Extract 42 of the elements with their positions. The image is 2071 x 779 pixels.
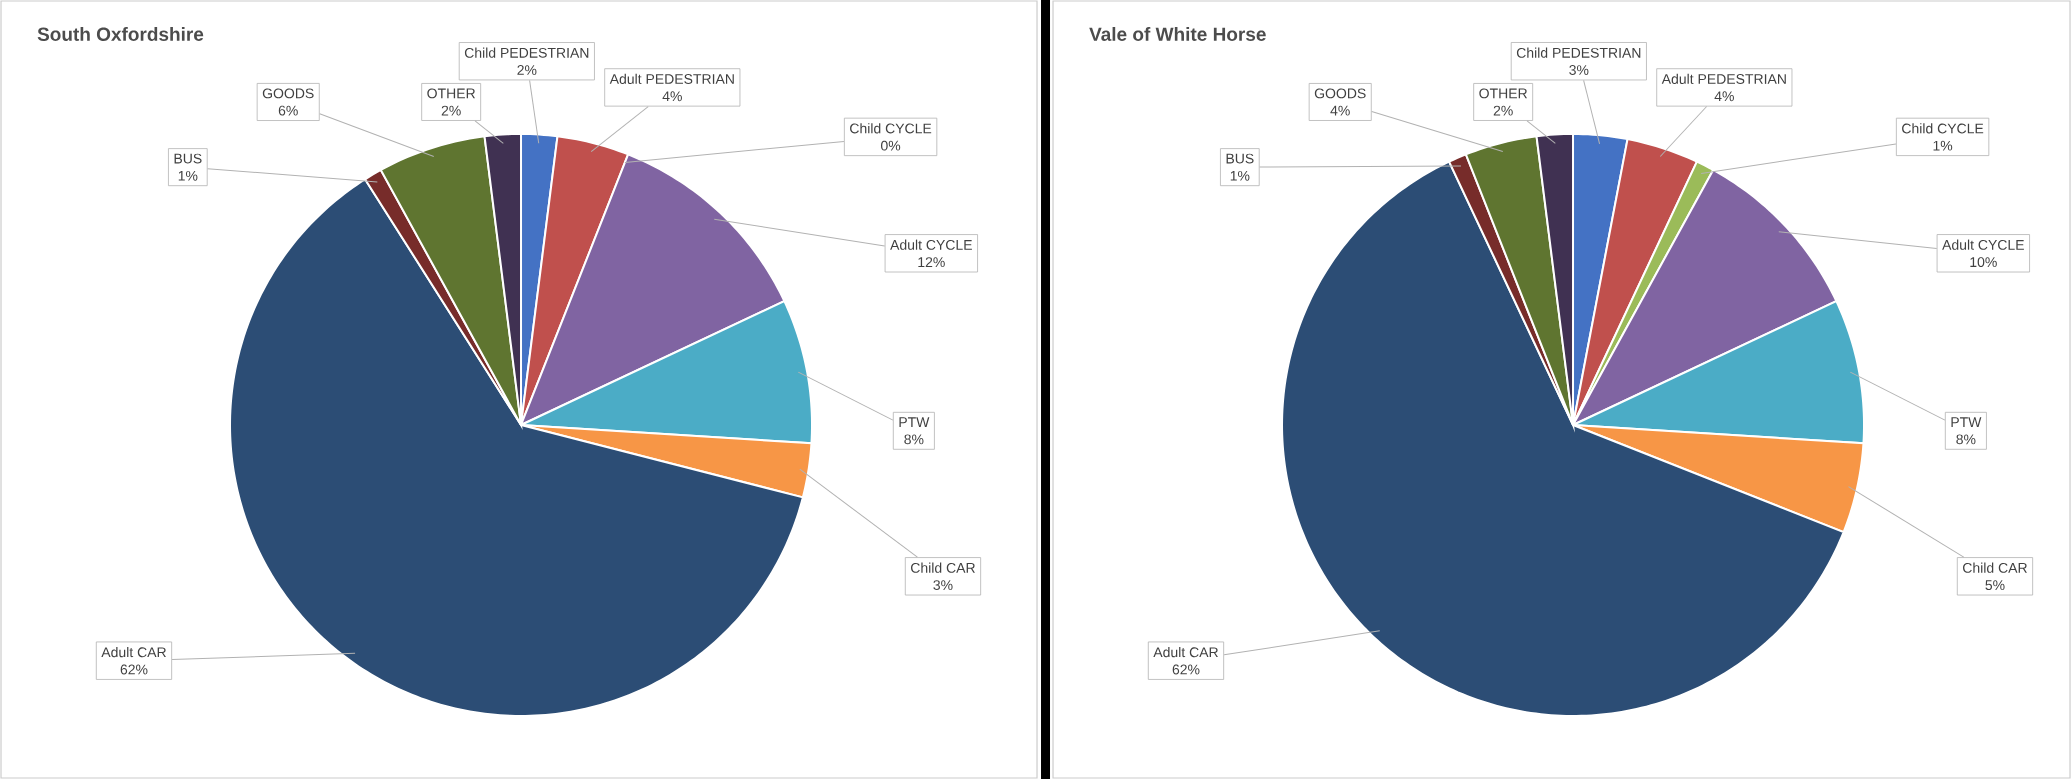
slice-label: Child PEDESTRIAN: [1516, 47, 1641, 58]
text: 0%: [881, 140, 901, 151]
slice-label: GOODS: [1314, 88, 1366, 99]
slice-label: Adult CYCLE: [890, 239, 972, 250]
data-label: 3%: [933, 580, 953, 591]
slice-label: BUS: [1226, 153, 1254, 164]
data-label: 8%: [1956, 434, 1976, 445]
data-label: 1%: [178, 170, 198, 181]
data-label: 62%: [1172, 664, 1200, 675]
data-label: 1%: [1230, 170, 1250, 181]
slice-label: PTW: [899, 417, 930, 427]
data-label: 1%: [1933, 140, 1953, 151]
slice-label: Adult CYCLE: [1942, 239, 2024, 250]
data-label: 12%: [918, 257, 945, 268]
slice-label: Child PEDESTRIAN: [464, 47, 589, 58]
data-label: 2%: [1493, 105, 1513, 116]
slice-label: Adult CAR: [1153, 646, 1218, 658]
slice-label: Adult PEDESTRIAN: [609, 73, 734, 84]
slice-label: Adult PEDESTRIAN: [1661, 73, 1786, 84]
slice-label: OTHER: [427, 88, 475, 99]
data-label: 8%: [904, 434, 924, 445]
data-label: 6%: [278, 105, 298, 116]
slice-label: GOODS: [262, 88, 314, 99]
chart-title: South Oxfordshire: [37, 27, 204, 41]
data-label: 4%: [1714, 91, 1734, 102]
slice-label: PTW: [1951, 417, 1982, 427]
slice-label: OTHER: [1479, 88, 1528, 99]
data-label: 2%: [441, 105, 461, 116]
data-label: 4%: [662, 91, 682, 102]
data-label: 2%: [517, 65, 537, 75]
slice-label: Child CAR: [1963, 562, 2027, 573]
data-label: 62%: [120, 664, 148, 675]
slice-label: Child CAR: [911, 562, 975, 573]
slice-label: Adult CAR: [101, 646, 166, 658]
data-label: 5%: [1985, 580, 2005, 591]
category-label: Child CYCLE: [850, 123, 932, 134]
chart-title: Vale of White Horse: [1089, 27, 1266, 41]
data-label: 10%: [1970, 257, 1997, 268]
data-label: 4%: [1330, 105, 1350, 116]
slice-label: BUS: [174, 153, 202, 164]
data-label: 3%: [1569, 65, 1589, 75]
slice-label: Child CYCLE: [1902, 123, 1984, 134]
